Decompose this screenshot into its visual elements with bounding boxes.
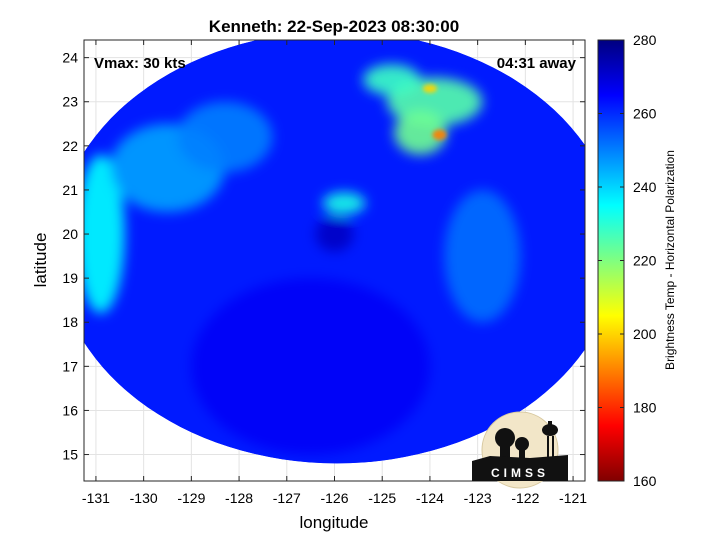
colorbar-tick-label: 220 [633,253,657,269]
x-tick-label: -126 [320,490,348,506]
x-tick-label: -123 [464,490,492,506]
colorbar-tick-label: 280 [633,32,657,48]
brightness-feature [432,129,447,141]
vmax-label: Vmax: 30 kts [94,55,186,72]
colorbar-tick-label: 200 [633,326,657,342]
brightness-feature [394,110,447,155]
x-tick-label: -131 [82,490,110,506]
y-tick-label: 18 [62,314,78,330]
time-away-label: 04:31 away [497,55,577,72]
y-tick-label: 17 [62,358,78,374]
y-tick-label: 19 [62,270,78,286]
colorbar-tick-label: 180 [633,400,657,416]
axis-ticks: -131 -130 -129 -128 -127 -126 -125 -124 -123 -122… [62,40,587,506]
colorbar-tick-label: 240 [633,179,657,195]
chart-title: Kenneth: 22-Sep-2023 08:30:00 [209,17,459,36]
y-tick-label: 20 [62,226,78,242]
logo-text: CIMSS [491,466,549,480]
brightness-feature [422,84,438,93]
brightness-feature [322,192,366,215]
y-tick-label: 15 [62,447,78,463]
colorbar-label: Brightness Temp - Horizontal Polarizatio… [663,150,677,370]
brightness-feature [177,101,273,173]
x-tick-label: -128 [225,490,253,506]
x-tick-label: -122 [511,490,539,506]
y-tick-label: 16 [62,402,78,418]
brightness-feature [84,154,125,314]
x-tick-label: -129 [177,490,205,506]
x-tick-label: -130 [130,490,158,506]
cimss-logo: CIMSS [472,411,568,489]
x-tick-label: -127 [273,490,301,506]
y-tick-label: 21 [62,182,78,198]
x-tick-label: -125 [368,490,396,506]
y-tick-label: 23 [62,94,78,110]
brightness-feature [315,216,354,252]
x-tick-label: -124 [416,490,444,506]
y-tick-label: 22 [62,138,78,154]
brightness-feature [363,64,421,96]
y-tick-label: 24 [62,50,78,66]
colorbar-tick-label: 260 [633,106,657,122]
brightness-feature [444,189,521,323]
y-axis-label: latitude [31,233,50,288]
colorbar: 160 180 200 220 240 260 280 Brightness Temp - … [597,32,677,489]
x-axis-label: longitude [299,513,368,532]
brightness-feature [191,278,430,455]
swath-footprint [84,40,585,464]
x-tick-label: -121 [559,490,587,506]
colorbar-tick-label: 160 [633,473,657,489]
